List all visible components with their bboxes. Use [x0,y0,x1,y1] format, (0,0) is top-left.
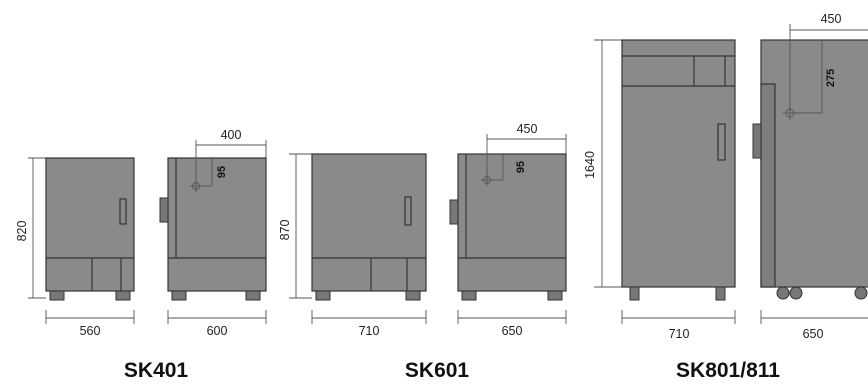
sk401-height-label: 820 [15,221,29,242]
sk401-inner-width-label: 400 [221,128,242,142]
sk801-side-width-dimension: 650 [760,310,868,341]
sk601-inner-height-label: 95 [515,161,527,173]
sk401-height-dimension: 820 [15,157,46,299]
sk801-side-view: 450 275 [752,12,868,300]
sk401-front-width-dimension: 560 [45,310,135,338]
sk401-front-view [45,157,135,301]
sk401-side-width-dimension: 600 [167,310,267,338]
sk801-inner-width-label: 450 [821,12,842,26]
sk801-group: 1640 710 [583,12,868,382]
sk601-front-view [311,153,427,301]
sk801-model-label: SK801/811 [676,359,780,382]
sk601-front-width-dimension: 710 [311,310,427,338]
sk601-front-handle [404,196,412,226]
sk801-front-width-dimension: 710 [621,310,736,341]
sk801-front-handle [717,123,726,161]
sk601-height-dimension: 870 [278,153,312,299]
sk801-side-width-label: 650 [803,327,824,341]
sk401-group: 820 560 [15,128,267,382]
sk601-front-width-label: 710 [359,324,380,338]
sk801-inner-height-label: 275 [825,69,837,87]
sk601-group: 870 710 [278,122,567,382]
sk601-side-width-label: 650 [502,324,523,338]
sk601-side-view: 450 95 [449,122,567,301]
sk401-front-width-label: 560 [80,324,101,338]
sk801-height-dimension: 1640 [583,39,622,288]
sk401-side-view: 400 95 [159,128,267,301]
sk601-inner-width-label: 450 [517,122,538,136]
sk401-side-width-label: 600 [207,324,228,338]
sk601-height-label: 870 [278,220,292,241]
sk601-model-label: SK601 [405,359,470,382]
sk801-height-label: 1640 [583,151,597,179]
sk401-front-handle [119,198,127,225]
sk601-side-width-dimension: 650 [457,310,567,338]
sk801-front-view [621,39,736,301]
sk801-front-width-label: 710 [669,327,690,341]
sk401-inner-height-label: 95 [216,166,228,178]
sk401-model-label: SK401 [124,359,189,382]
